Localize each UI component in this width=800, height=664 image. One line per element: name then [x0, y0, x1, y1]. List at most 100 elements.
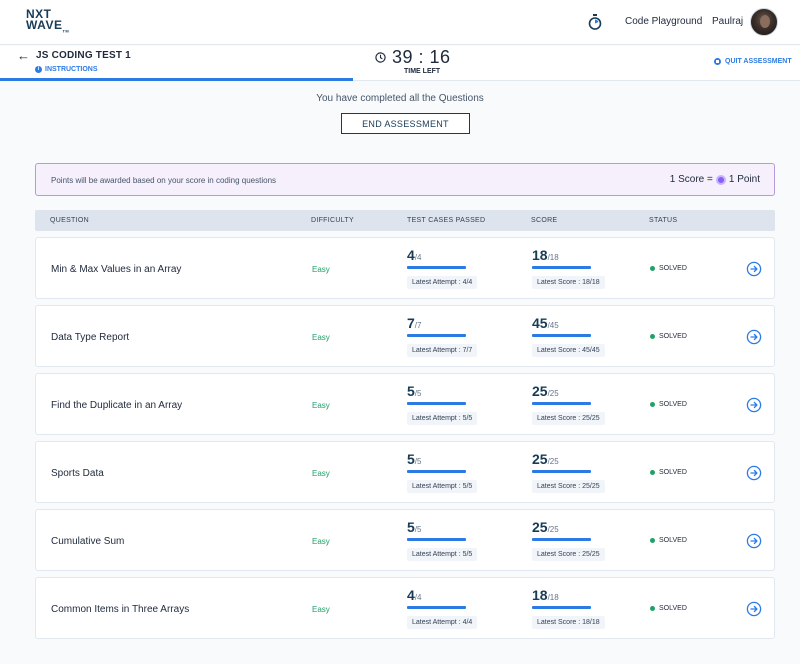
header-score: SCORE: [531, 217, 558, 224]
latest-score-badge: Latest Score : 25/25: [532, 480, 605, 493]
header-question: QUESTION: [50, 217, 89, 224]
test-cases-passed: 5: [407, 451, 415, 467]
question-name[interactable]: Min & Max Values in an Array: [51, 264, 182, 275]
nxtwave-logo[interactable]: NXT WAVETM: [26, 7, 69, 36]
time-progress-line: [0, 78, 353, 81]
latest-score-badge: Latest Score : 18/18: [532, 276, 605, 289]
status-badge: SOLVED: [650, 469, 687, 476]
test-cases-total: /5: [414, 525, 422, 534]
test-cases-progress-bar: [407, 402, 466, 405]
test-cases-cell: 4/4 Latest Attempt : 4/4: [407, 587, 478, 629]
test-cases-passed: 4: [407, 247, 415, 263]
arrow-right-circle-icon[interactable]: [746, 601, 762, 617]
arrow-right-circle-icon[interactable]: [746, 465, 762, 481]
solved-dot-icon: [650, 606, 655, 611]
table-row[interactable]: Cumulative Sum Easy 5/5 Latest Attempt :…: [35, 509, 775, 571]
arrow-left-icon[interactable]: ←: [17, 48, 30, 63]
test-cases-cell: 4/4 Latest Attempt : 4/4: [407, 247, 478, 289]
test-cases-progress-bar: [407, 538, 466, 541]
stopwatch-icon[interactable]: [588, 14, 602, 30]
arrow-right-circle-icon[interactable]: [746, 533, 762, 549]
quit-assessment-button[interactable]: QUIT ASSESSMENT: [714, 58, 792, 65]
status-label: SOLVED: [659, 265, 687, 272]
test-cases-total: /7: [414, 321, 422, 330]
status-label: SOLVED: [659, 469, 687, 476]
score-value: 45: [532, 315, 548, 331]
latest-attempt-badge: Latest Attempt : 7/7: [407, 344, 478, 357]
instructions-label: INSTRUCTIONS: [45, 66, 98, 73]
logo-line2: WAVE: [26, 18, 63, 32]
logo-line1: NXT: [26, 7, 52, 21]
table-row[interactable]: Find the Duplicate in an Array Easy 5/5 …: [35, 373, 775, 435]
table-header: QUESTION DIFFICULTY TEST CASES PASSED SC…: [35, 210, 775, 231]
latest-score-badge: Latest Score : 18/18: [532, 616, 605, 629]
quit-label: QUIT ASSESSMENT: [725, 58, 792, 65]
difficulty-label: Easy: [312, 265, 330, 274]
table-row[interactable]: Common Items in Three Arrays Easy 4/4 La…: [35, 577, 775, 639]
status-badge: SOLVED: [650, 605, 687, 612]
score-progress-bar: [532, 334, 591, 337]
code-playground-link[interactable]: Code Playground: [625, 16, 703, 27]
score-cell: 18/18 Latest Score : 18/18: [532, 587, 605, 629]
clock-icon: [375, 52, 386, 63]
username[interactable]: Paulraj: [712, 16, 744, 27]
question-name[interactable]: Find the Duplicate in an Array: [51, 400, 183, 411]
score-value: 25: [532, 383, 548, 399]
test-cases-total: /5: [414, 457, 422, 466]
arrow-right-circle-icon[interactable]: [746, 261, 762, 277]
score-total: /45: [547, 321, 559, 330]
status-badge: SOLVED: [650, 401, 687, 408]
avatar[interactable]: [750, 8, 778, 36]
arrow-right-circle-icon[interactable]: [746, 397, 762, 413]
test-cases-total: /4: [414, 593, 422, 602]
latest-attempt-badge: Latest Attempt : 4/4: [407, 616, 478, 629]
test-cases-progress-bar: [407, 470, 466, 473]
test-cases-passed: 4: [407, 587, 415, 603]
score-cell: 18/18 Latest Score : 18/18: [532, 247, 605, 289]
test-cases-progress-bar: [407, 266, 466, 269]
score-total: /25: [547, 457, 559, 466]
score-cell: 45/45 Latest Score : 45/45: [532, 315, 605, 357]
latest-score-badge: Latest Score : 25/25: [532, 412, 605, 425]
header-difficulty: DIFFICULTY: [311, 217, 354, 224]
difficulty-label: Easy: [312, 605, 330, 614]
score-progress-bar: [532, 402, 591, 405]
latest-score-badge: Latest Score : 45/45: [532, 344, 605, 357]
point-coin-icon: [715, 174, 726, 185]
solved-dot-icon: [650, 334, 655, 339]
question-name[interactable]: Cumulative Sum: [51, 536, 125, 547]
score-total: /25: [547, 389, 559, 398]
info-icon: i: [35, 66, 42, 73]
assessment-header: [0, 46, 800, 81]
end-assessment-button[interactable]: END ASSESSMENT: [341, 113, 470, 134]
status-label: SOLVED: [659, 537, 687, 544]
arrow-right-circle-icon[interactable]: [746, 329, 762, 345]
test-cases-total: /5: [414, 389, 422, 398]
completion-message: You have completed all the Questions: [316, 93, 484, 104]
test-cases-cell: 5/5 Latest Attempt : 5/5: [407, 451, 478, 493]
latest-score-badge: Latest Score : 25/25: [532, 548, 605, 561]
table-row[interactable]: Sports Data Easy 5/5 Latest Attempt : 5/…: [35, 441, 775, 503]
score-progress-bar: [532, 266, 591, 269]
score-total: /25: [547, 525, 559, 534]
timer-value: 39 : 16: [392, 47, 451, 67]
instructions-link[interactable]: i INSTRUCTIONS: [35, 66, 98, 73]
status-label: SOLVED: [659, 333, 687, 340]
difficulty-label: Easy: [312, 537, 330, 546]
test-cases-passed: 7: [407, 315, 415, 331]
question-name[interactable]: Common Items in Three Arrays: [51, 604, 190, 615]
score-value: 18: [532, 247, 548, 263]
question-name[interactable]: Sports Data: [51, 468, 104, 479]
question-name[interactable]: Data Type Report: [51, 332, 130, 343]
status-badge: SOLVED: [650, 265, 687, 272]
latest-attempt-badge: Latest Attempt : 5/5: [407, 548, 478, 561]
latest-attempt-badge: Latest Attempt : 5/5: [407, 412, 478, 425]
table-row[interactable]: Min & Max Values in an Array Easy 4/4 La…: [35, 237, 775, 299]
points-left-value: 1 Score =: [669, 174, 713, 185]
table-row[interactable]: Data Type Report Easy 7/7 Latest Attempt…: [35, 305, 775, 367]
latest-attempt-badge: Latest Attempt : 4/4: [407, 276, 478, 289]
status-badge: SOLVED: [650, 333, 687, 340]
score-cell: 25/25 Latest Score : 25/25: [532, 451, 605, 493]
score-total: /18: [547, 593, 559, 602]
header-test-cases: TEST CASES PASSED: [407, 217, 486, 224]
